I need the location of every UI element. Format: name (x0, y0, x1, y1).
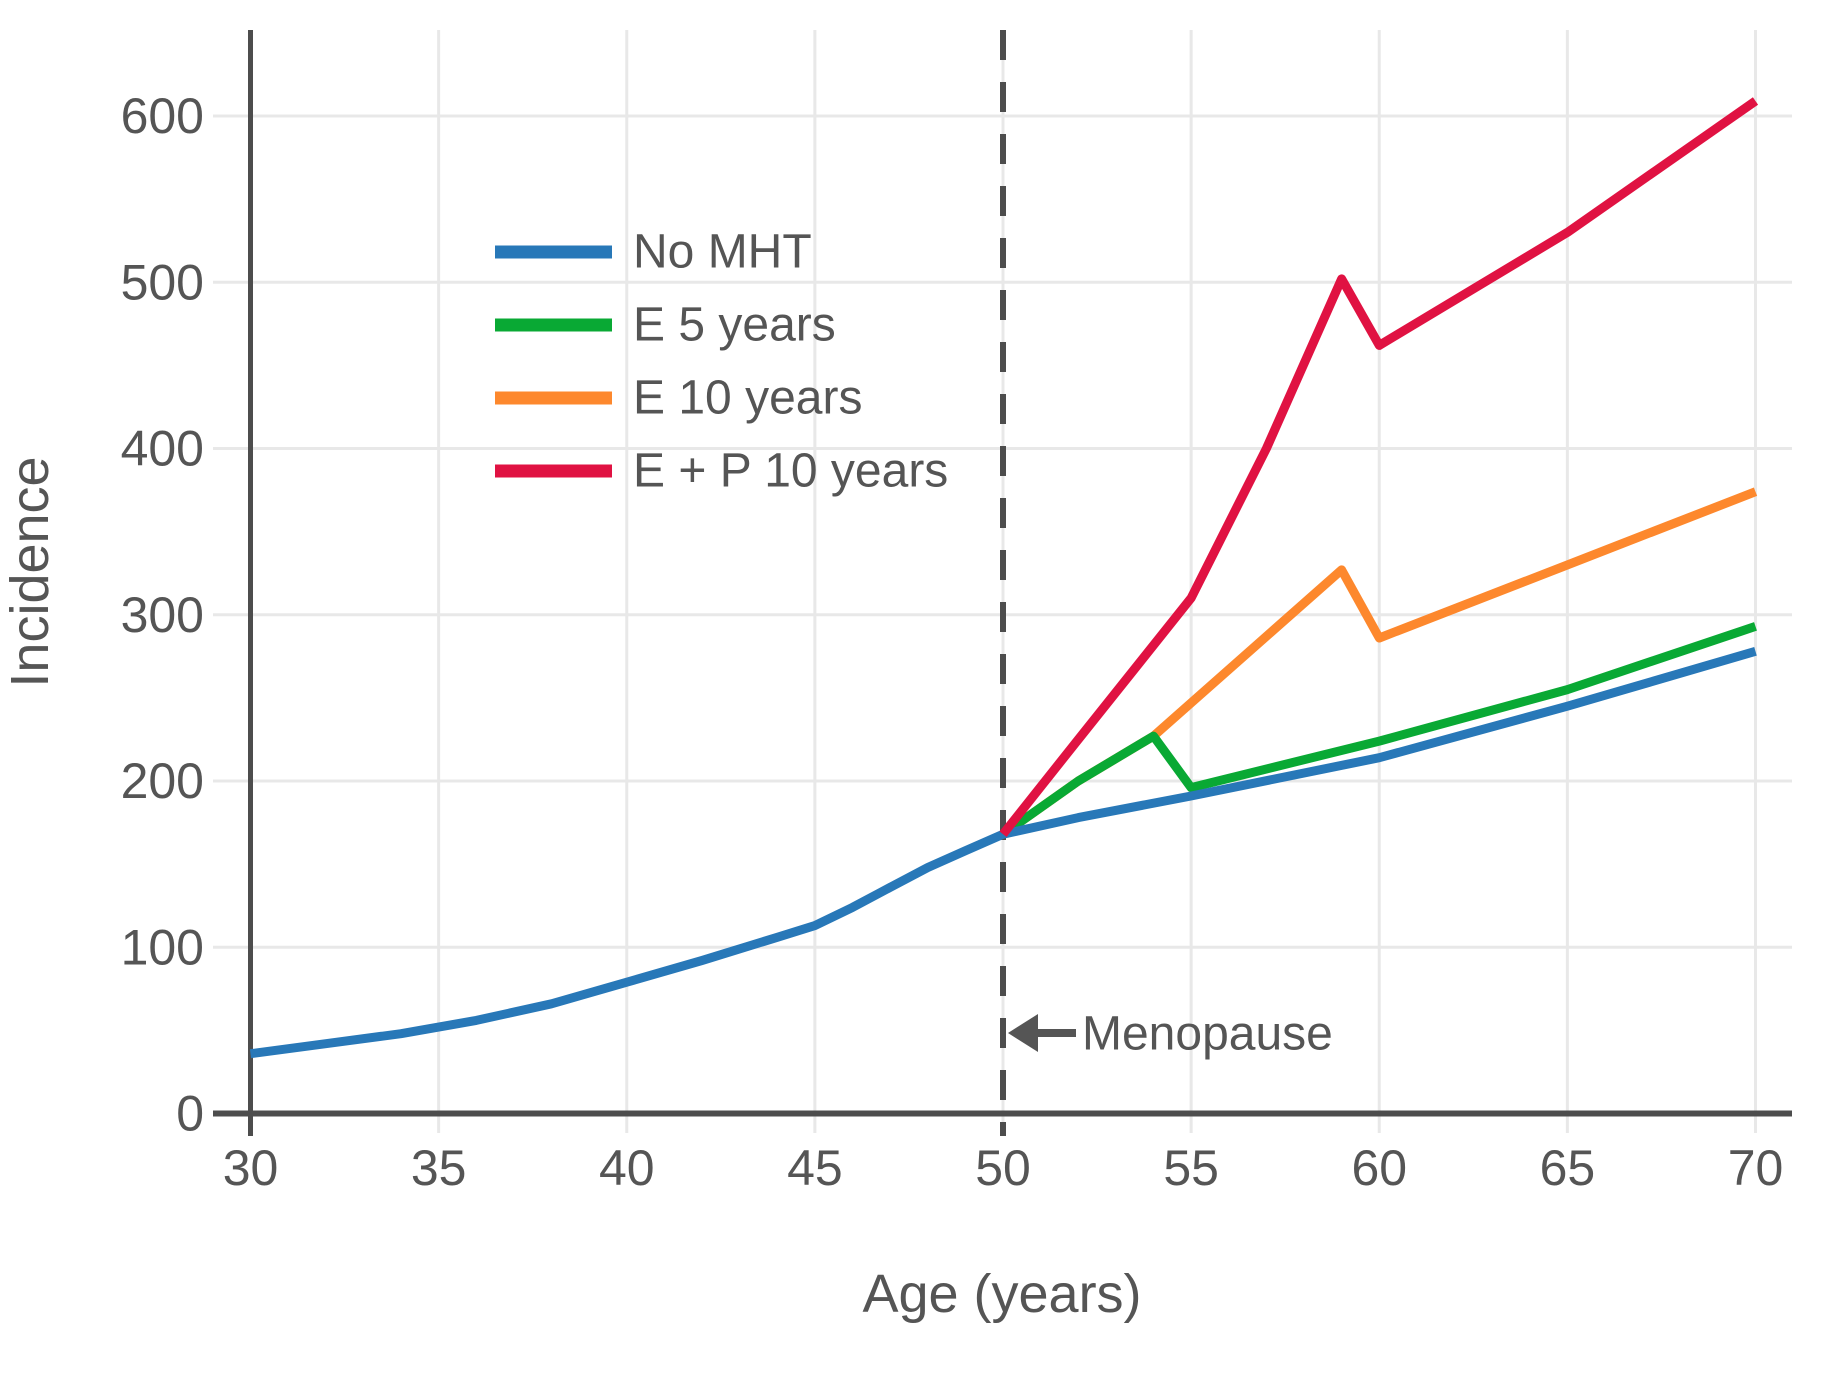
y-tick-label-200: 200 (121, 753, 204, 809)
series-line-e-p-10-years (999, 97, 1759, 837)
x-tick-label-40: 40 (599, 1140, 655, 1196)
menopause-annotation: Menopause (1008, 1008, 1333, 1061)
x-tick-label-45: 45 (787, 1140, 843, 1196)
arrow-shaft (1032, 1029, 1076, 1037)
y-axis-title: Incidence (0, 456, 60, 687)
x-tick-label-50: 50 (975, 1140, 1031, 1196)
y-tick-label-0: 0 (176, 1086, 204, 1142)
left-arrow-icon (1008, 1014, 1038, 1052)
y-tick-label-600: 600 (121, 88, 204, 144)
menopause-label: Menopause (1082, 1008, 1333, 1061)
data-series (249, 97, 1759, 1059)
x-tick-label-35: 35 (411, 1140, 467, 1196)
legend-label-4: E + P 10 years (633, 445, 948, 498)
x-tick-label-60: 60 (1351, 1140, 1407, 1196)
x-tick-label-55: 55 (1163, 1140, 1219, 1196)
series-line-e-5-years (1000, 622, 1757, 838)
legend-label-1: No MHT (633, 226, 812, 279)
x-tick-label-70: 70 (1728, 1140, 1784, 1196)
legend-label-3: E 10 years (633, 372, 862, 425)
series-line-no-mht (249, 646, 1757, 1059)
y-tick-label-400: 400 (121, 421, 204, 477)
y-tick-label-100: 100 (121, 919, 204, 975)
gridlines (213, 30, 1792, 1133)
x-tick-label-30: 30 (223, 1140, 279, 1196)
legend: No MHT E 5 years E 10 years E + P 10 years (495, 226, 948, 498)
legend-label-2: E 5 years (633, 299, 836, 352)
x-tick-label-65: 65 (1540, 1140, 1596, 1196)
axis-spines (213, 30, 1792, 1136)
x-axis-title: Age (years) (862, 1264, 1141, 1324)
y-tick-label-300: 300 (121, 587, 204, 643)
tick-labels: 30 35 40 45 50 55 60 65 70 0 100 200 300 400 500 600 (121, 88, 1784, 1196)
y-tick-label-500: 500 (121, 254, 204, 310)
